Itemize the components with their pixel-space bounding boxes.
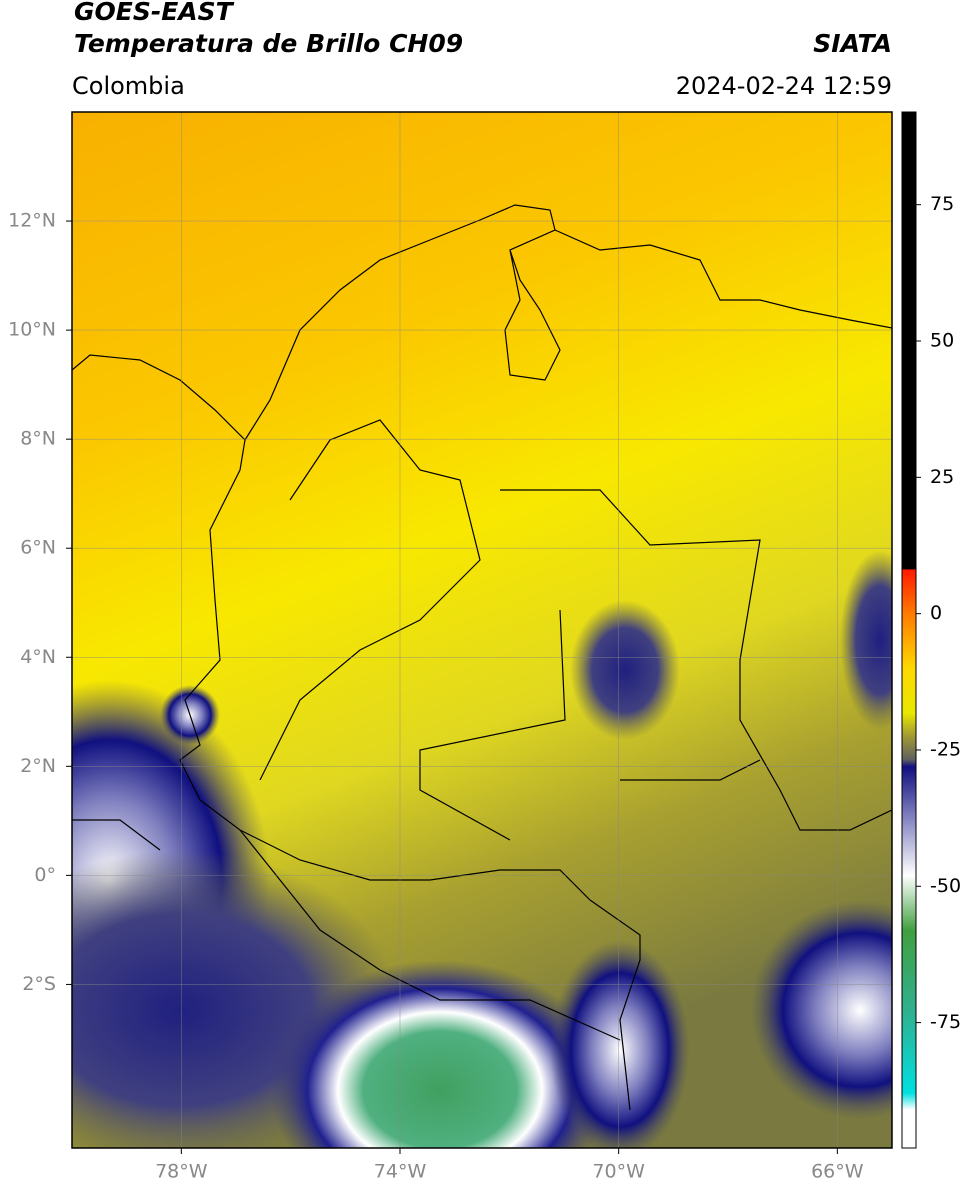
- datetime: 2024-02-24 12:59: [676, 72, 892, 100]
- colorbar-tick-label: -25: [930, 738, 961, 760]
- x-tick-label: 78°W: [155, 1161, 208, 1183]
- x-tick-label: 66°W: [811, 1161, 864, 1183]
- graticule: [72, 112, 892, 1148]
- x-tick-label: 70°W: [592, 1161, 645, 1183]
- colorbar-tick-label: 75: [930, 193, 954, 215]
- map-frame: [71, 111, 893, 1149]
- title: GOES-EAST: [74, 0, 235, 26]
- y-tick-label: 4°N: [20, 646, 56, 668]
- colorbar-tick-label: 0: [930, 602, 942, 624]
- y-tick-label: 10°N: [8, 319, 56, 341]
- colorbar-tick-label: 50: [930, 330, 954, 352]
- colorbar-tick-label: -75: [930, 1011, 961, 1033]
- y-tick-label: 12°N: [8, 210, 56, 232]
- subtitle: Temperatura de Brillo CH09: [74, 29, 463, 58]
- x-tick-label: 74°W: [374, 1161, 427, 1183]
- y-tick-label: 2°S: [22, 973, 56, 995]
- source: SIATA: [813, 29, 892, 58]
- colorbar-tick-label: -50: [930, 875, 961, 897]
- borders: [72, 204, 892, 1111]
- y-tick-label: 8°N: [20, 428, 56, 450]
- y-tick-label: 6°N: [20, 537, 56, 559]
- colorbar-tick-label: 25: [930, 466, 954, 488]
- colorbar: [901, 111, 917, 1149]
- satellite-image: [72, 112, 892, 1148]
- y-tick-label: 0°: [34, 864, 56, 886]
- region: Colombia: [72, 72, 185, 100]
- y-tick-label: 2°N: [20, 755, 56, 777]
